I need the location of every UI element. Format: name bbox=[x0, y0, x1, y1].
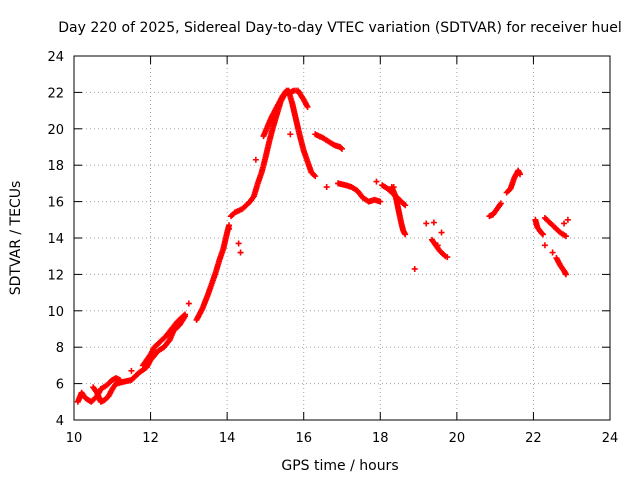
data-point bbox=[430, 219, 437, 226]
data-point bbox=[304, 103, 311, 110]
y-tick-label: 24 bbox=[47, 50, 64, 65]
data-point bbox=[434, 242, 441, 249]
x-tick-label: 20 bbox=[449, 431, 466, 446]
data-point bbox=[517, 171, 524, 178]
y-tick-label: 12 bbox=[47, 268, 64, 283]
data-point bbox=[441, 252, 448, 259]
data-point bbox=[338, 144, 345, 151]
data-point bbox=[411, 265, 418, 272]
data-point bbox=[562, 233, 569, 240]
x-tick-label: 10 bbox=[66, 431, 83, 446]
y-tick-labels: 4 6 8 10 12 14 16 18 20 22 24 bbox=[47, 50, 64, 429]
data-point bbox=[423, 220, 430, 227]
y-tick-label: 18 bbox=[47, 159, 64, 174]
data-point bbox=[539, 230, 546, 237]
data-point bbox=[497, 200, 504, 207]
data-point bbox=[128, 367, 135, 374]
data-point bbox=[564, 216, 571, 223]
x-tick-label: 12 bbox=[142, 431, 159, 446]
y-tick-label: 20 bbox=[47, 123, 64, 138]
y-tick-label: 14 bbox=[47, 232, 64, 247]
data-point bbox=[323, 184, 330, 191]
data-point bbox=[339, 145, 345, 152]
x-tick-label: 14 bbox=[219, 431, 236, 446]
y-tick-label: 10 bbox=[47, 305, 64, 320]
data-point bbox=[561, 220, 568, 227]
data-point bbox=[402, 202, 409, 209]
grid-lines bbox=[74, 56, 610, 420]
data-point bbox=[377, 198, 384, 205]
data-point bbox=[287, 131, 294, 138]
x-tick-label: 24 bbox=[602, 431, 619, 446]
y-tick-label: 6 bbox=[56, 378, 64, 393]
data-point bbox=[226, 225, 233, 232]
data-point bbox=[235, 240, 242, 247]
data-point bbox=[180, 312, 187, 319]
y-tick-label: 4 bbox=[56, 414, 64, 429]
data-point bbox=[390, 184, 397, 191]
axis-ticks bbox=[73, 55, 611, 421]
y-axis-label: SDTVAR / TECUs bbox=[8, 181, 24, 296]
data-point bbox=[402, 231, 409, 238]
data-point bbox=[444, 254, 451, 261]
data-point bbox=[185, 300, 192, 307]
data-point bbox=[182, 311, 189, 318]
data-points bbox=[74, 87, 571, 405]
x-tick-labels: 10 12 14 16 18 20 22 24 bbox=[66, 431, 619, 446]
x-axis-label: GPS time / hours bbox=[281, 458, 398, 474]
chart-title: Day 220 of 2025, Sidereal Day-to-day VTE… bbox=[58, 20, 621, 36]
data-point bbox=[541, 242, 548, 249]
data-point bbox=[549, 249, 556, 256]
x-tick-label: 16 bbox=[295, 431, 312, 446]
y-tick-label: 16 bbox=[47, 196, 64, 211]
data-point bbox=[252, 156, 259, 163]
data-point bbox=[438, 229, 445, 236]
y-tick-label: 22 bbox=[47, 86, 64, 101]
data-point bbox=[237, 249, 244, 256]
data-point bbox=[373, 178, 380, 185]
data-point bbox=[312, 173, 319, 180]
y-tick-label: 8 bbox=[56, 341, 64, 356]
x-tick-label: 22 bbox=[525, 431, 542, 446]
data-point bbox=[540, 231, 546, 238]
x-tick-label: 18 bbox=[372, 431, 389, 446]
data-point bbox=[335, 180, 342, 187]
data-point bbox=[562, 271, 569, 278]
